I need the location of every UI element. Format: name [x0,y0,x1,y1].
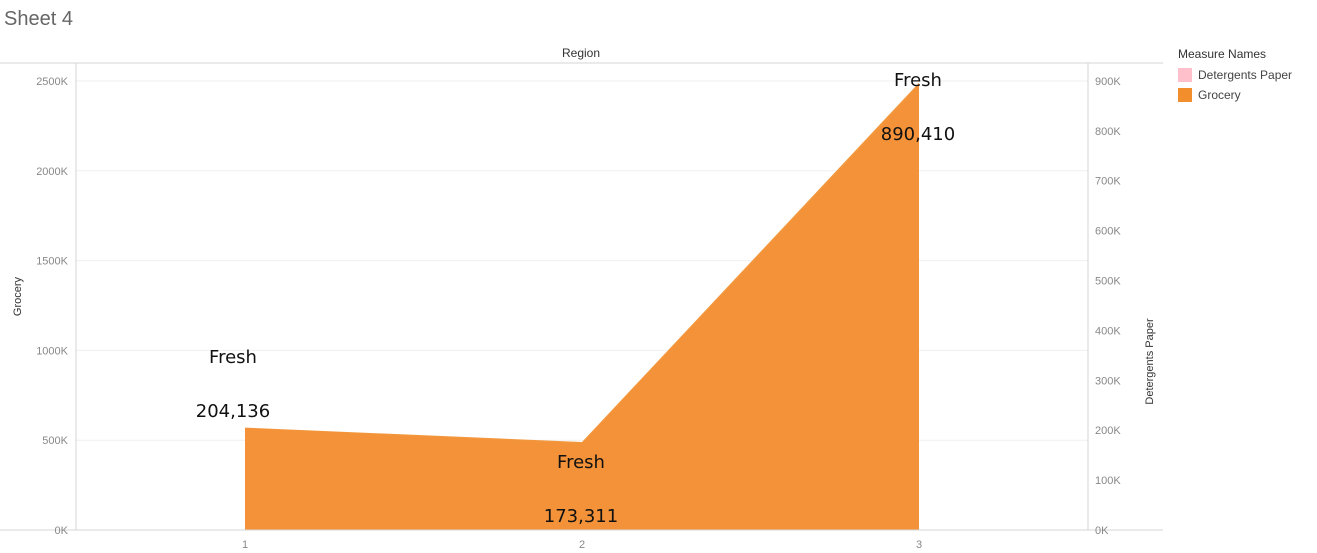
legend-label-grocery: Grocery [1198,88,1241,102]
y-right-tick-label: 400K [1095,325,1121,337]
y-right-tick-label: 900K [1095,76,1121,88]
y-right-tick-label: 0K [1095,525,1109,537]
annotation-value: 890,410 [881,124,955,145]
y-right-axis-title: Detergents Paper [1144,318,1156,405]
legend-swatch-detergents-paper [1178,68,1192,82]
legend-title: Measure Names [1178,47,1267,61]
area-grocery [245,82,919,530]
y-left-tick-label: 1500K [36,256,68,268]
annotation-label: Fresh [894,70,942,91]
axis-layer: 0K500K1000K1500K2000K2500K0K100K200K300K… [0,62,1163,551]
annotation-label: Fresh [557,452,605,473]
y-left-tick-label: 0K [55,525,69,537]
y-right-tick-label: 600K [1095,226,1121,238]
annotation-label: Fresh [209,347,257,368]
grid-layer [76,80,1088,441]
annotation-value: 173,311 [544,506,618,527]
y-right-tick-label: 200K [1095,425,1121,437]
y-left-tick-label: 500K [42,435,68,447]
sheet-title: Sheet 4 [4,8,73,30]
y-right-tick-label: 500K [1095,276,1121,288]
legend-item-detergents-paper[interactable]: Detergents Paper [1178,65,1313,85]
legend: Measure Names Detergents Paper Grocery [1178,47,1313,105]
label-layer: Fresh 204,136 Fresh 173,311 Fresh 890,410 [196,70,955,527]
column-header-region: Region [562,46,601,60]
y-left-axis-title: Grocery [12,276,24,316]
legend-swatch-grocery [1178,88,1192,102]
y-right-tick-label: 800K [1095,126,1121,138]
annotation-value: 204,136 [196,401,270,422]
legend-item-grocery[interactable]: Grocery [1178,85,1313,105]
y-left-tick-label: 2000K [36,166,68,178]
x-tick-label: 2 [579,539,585,551]
y-left-tick-label: 2500K [36,76,68,88]
area-layer [245,82,919,531]
legend-label-detergents-paper: Detergents Paper [1198,68,1293,82]
x-tick-label: 1 [242,539,248,551]
y-right-tick-label: 100K [1095,475,1121,487]
x-tick-label: 3 [916,539,922,551]
y-right-tick-label: 700K [1095,176,1121,188]
y-right-tick-label: 300K [1095,375,1121,387]
y-left-tick-label: 1000K [36,345,68,357]
